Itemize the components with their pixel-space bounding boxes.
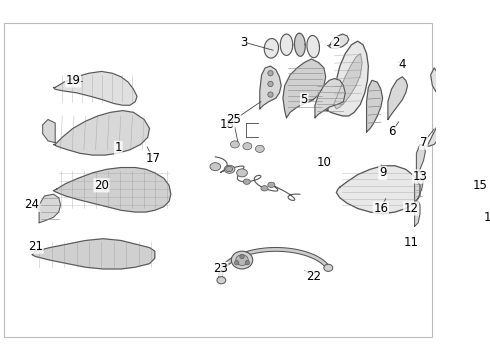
Ellipse shape [243,179,250,184]
Text: 6: 6 [388,125,395,139]
Text: 25: 25 [226,113,241,126]
Text: 9: 9 [379,166,386,179]
Text: 12: 12 [404,202,418,215]
Text: 14: 14 [484,211,490,224]
Text: 11: 11 [404,236,418,249]
Polygon shape [427,68,447,146]
Text: 19: 19 [66,74,80,87]
Polygon shape [329,34,349,48]
Text: 8: 8 [489,95,490,108]
Text: 2: 2 [332,36,339,49]
Ellipse shape [230,141,239,148]
Text: 7: 7 [420,136,427,149]
Ellipse shape [224,165,235,173]
Text: 15: 15 [473,179,488,192]
Polygon shape [53,71,137,105]
Polygon shape [336,166,420,214]
Polygon shape [415,201,420,226]
Ellipse shape [261,186,268,191]
Text: 16: 16 [373,202,388,215]
Polygon shape [260,66,281,109]
Ellipse shape [255,145,264,152]
Text: 22: 22 [306,270,320,283]
Text: 5: 5 [300,94,308,107]
Polygon shape [415,171,423,202]
Text: 20: 20 [94,179,109,192]
Polygon shape [334,54,362,109]
Circle shape [481,95,490,104]
Ellipse shape [324,264,333,271]
Ellipse shape [231,251,253,269]
Ellipse shape [237,169,247,177]
Text: 18: 18 [220,118,234,131]
Polygon shape [294,33,305,56]
Polygon shape [39,194,60,223]
Polygon shape [307,36,319,58]
Text: 21: 21 [28,240,43,253]
Circle shape [268,92,273,97]
Text: 24: 24 [24,198,40,211]
Text: 3: 3 [240,36,247,49]
Text: 17: 17 [146,152,161,165]
Polygon shape [53,111,149,155]
Polygon shape [470,50,490,161]
Polygon shape [326,41,368,116]
Polygon shape [315,78,345,118]
Ellipse shape [236,255,248,265]
Circle shape [234,261,239,265]
Ellipse shape [243,143,252,150]
Polygon shape [416,144,425,173]
Polygon shape [283,59,326,118]
Text: 4: 4 [398,58,406,71]
Ellipse shape [268,182,275,188]
Polygon shape [367,80,383,132]
Text: 13: 13 [413,170,427,183]
Ellipse shape [217,277,226,284]
Circle shape [268,81,273,86]
Text: 1: 1 [115,141,122,154]
Polygon shape [388,77,408,120]
Circle shape [268,71,273,76]
Polygon shape [43,120,55,143]
Circle shape [240,254,244,259]
Polygon shape [32,239,155,269]
Text: 10: 10 [317,156,331,169]
Ellipse shape [210,163,221,171]
Polygon shape [264,39,278,58]
Ellipse shape [225,166,233,172]
Polygon shape [53,167,171,212]
Circle shape [245,261,249,265]
Text: 23: 23 [213,262,228,275]
Polygon shape [280,34,293,55]
